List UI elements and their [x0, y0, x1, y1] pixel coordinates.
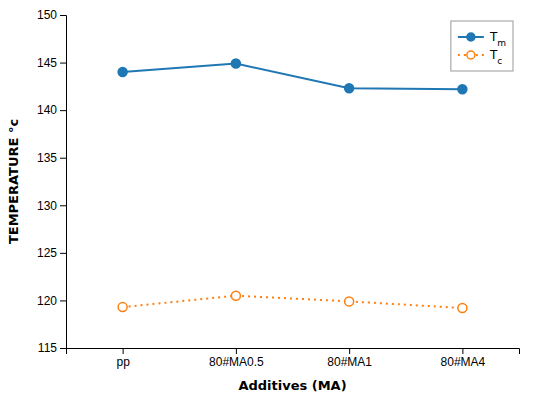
x-tick: 80#MA0.5 [209, 348, 264, 369]
series-point [345, 84, 354, 93]
series-line [123, 296, 463, 308]
series-line [123, 64, 463, 90]
x-axis-line [67, 349, 520, 355]
x-tick-label: 80#MA0.5 [209, 355, 264, 369]
series-point [458, 85, 467, 94]
legend-marker [467, 51, 475, 59]
legend-label: Tm [489, 30, 506, 48]
x-axis: pp 80#MA0.5 80#MA1 80#MA4 [67, 348, 520, 369]
y-tick-mark [60, 15, 66, 16]
y-tick-mark [60, 300, 66, 301]
y-tick-label: 150 [37, 8, 57, 22]
x-tick-mark [123, 348, 124, 354]
y-tick-label: 120 [37, 294, 57, 308]
y-tick-label: 130 [37, 199, 57, 213]
series-point [118, 68, 127, 77]
y-tick: 115 [38, 341, 66, 355]
x-tick: pp [116, 348, 130, 369]
chart: pp 80#MA0.5 80#MA1 80#MA4 115 120 125 130 135 140… [0, 0, 537, 400]
y-tick: 130 [37, 199, 66, 213]
y-tick-mark [60, 110, 66, 111]
legend-item: Tc [458, 48, 502, 66]
y-tick: 145 [37, 56, 66, 70]
series-point [345, 297, 354, 306]
x-tick: 80#MA1 [327, 348, 372, 369]
legend-marker [467, 33, 475, 41]
y-tick-mark [60, 158, 66, 159]
x-tick-label: 80#MA4 [441, 355, 486, 369]
series-point [458, 304, 467, 313]
y-tick-mark [60, 348, 66, 349]
y-tick-label: 125 [37, 246, 57, 260]
legend: TmTc [451, 21, 513, 71]
y-tick-label: 135 [37, 151, 57, 165]
y-axis: 115 120 125 130 135 140 145 150 [37, 8, 67, 355]
series-point [118, 303, 127, 312]
y-tick-mark [60, 205, 66, 206]
series-point [231, 291, 240, 300]
y-tick-mark [60, 63, 66, 64]
legend-box [451, 21, 513, 71]
x-tick-label: pp [116, 355, 130, 369]
y-tick: 120 [37, 294, 66, 308]
y-tick-label: 140 [37, 103, 57, 117]
x-tick-label: 80#MA1 [327, 355, 372, 369]
x-tick: 80#MA4 [441, 348, 486, 369]
y-axis-line [60, 16, 67, 349]
y-axis-title: TEMPERATURE °c [6, 119, 21, 244]
x-tick-mark [236, 348, 237, 354]
x-axis-title: Additives (MA) [238, 378, 346, 393]
y-tick: 150 [37, 8, 66, 22]
legend-item: Tm [458, 30, 506, 48]
x-tick-mark [462, 348, 463, 354]
y-tick: 135 [37, 151, 66, 165]
x-tick-mark [349, 348, 350, 354]
y-tick-label: 115 [38, 341, 57, 355]
data [118, 59, 467, 313]
y-tick: 140 [37, 103, 66, 117]
series-point [231, 59, 240, 68]
y-tick-label: 145 [37, 56, 57, 70]
y-tick: 125 [37, 246, 66, 260]
legend-label: Tc [489, 48, 502, 66]
y-tick-mark [60, 253, 66, 254]
plot: pp 80#MA0.5 80#MA1 80#MA4 115 120 125 130 135 140… [6, 8, 520, 393]
